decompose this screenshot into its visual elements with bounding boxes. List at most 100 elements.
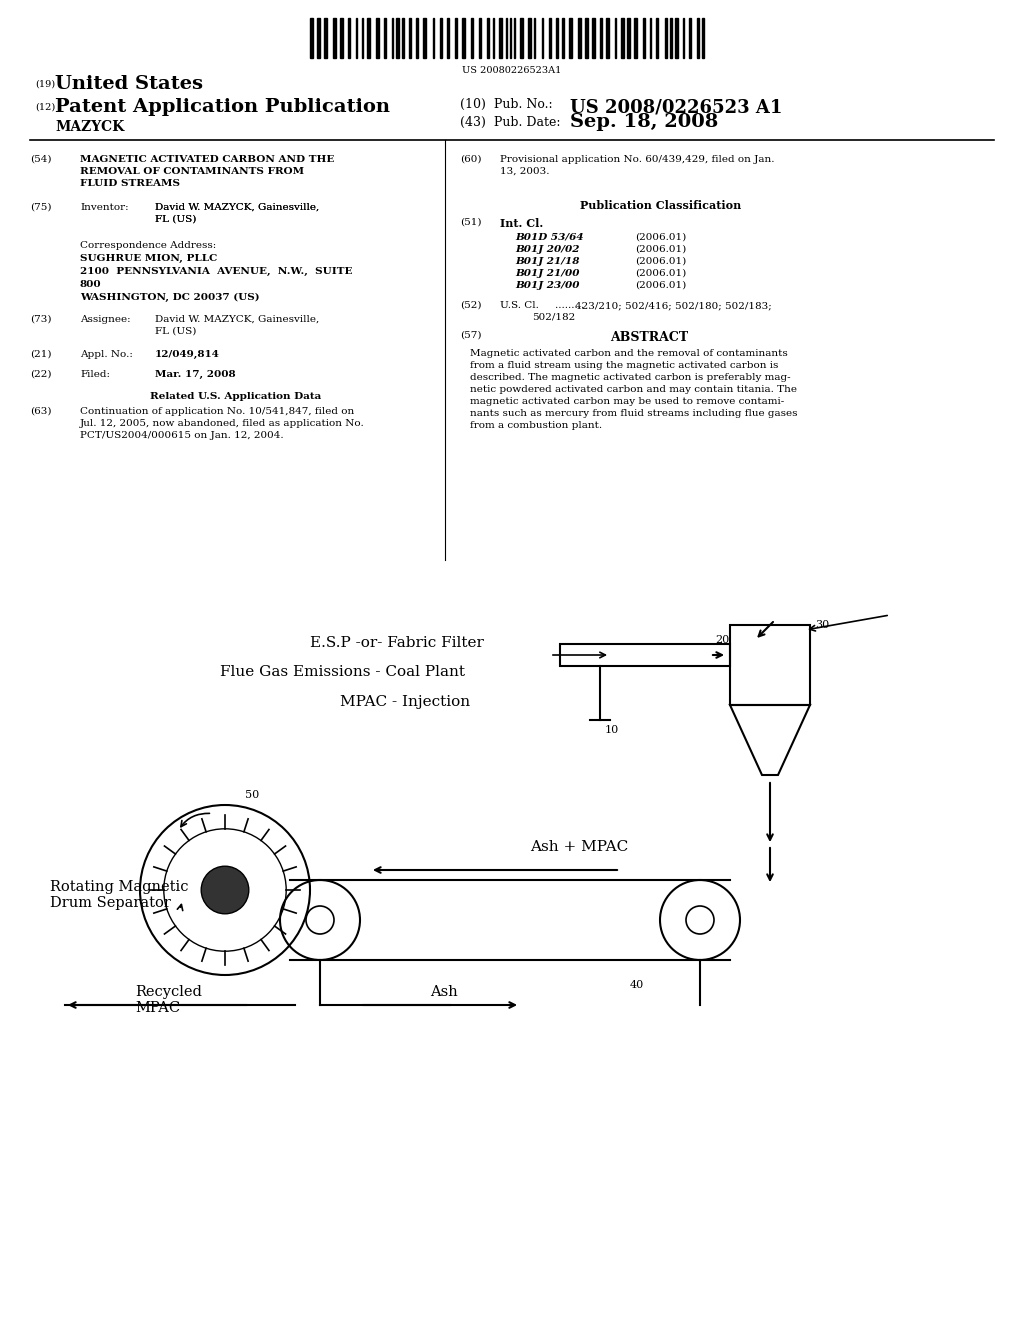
Bar — [675, 18, 678, 58]
Bar — [447, 18, 449, 58]
Bar — [528, 18, 531, 58]
Text: WASHINGTON, DC 20037 (US): WASHINGTON, DC 20037 (US) — [80, 293, 260, 302]
Circle shape — [201, 866, 249, 913]
Text: from a fluid stream using the magnetic activated carbon is: from a fluid stream using the magnetic a… — [470, 360, 778, 370]
Bar — [384, 18, 386, 58]
Text: Jul. 12, 2005, now abandoned, filed as application No.: Jul. 12, 2005, now abandoned, filed as a… — [80, 418, 365, 428]
Bar — [520, 18, 523, 58]
Text: (73): (73) — [30, 315, 51, 323]
Text: B01J 21/18: B01J 21/18 — [515, 257, 580, 267]
Text: Publication Classification: Publication Classification — [580, 201, 741, 211]
Bar — [333, 18, 336, 58]
Text: 50: 50 — [245, 789, 259, 800]
Bar — [556, 18, 558, 58]
Text: nants such as mercury from fluid streams including flue gases: nants such as mercury from fluid streams… — [470, 409, 798, 418]
Text: (60): (60) — [460, 154, 481, 164]
Text: Magnetic activated carbon and the removal of contaminants: Magnetic activated carbon and the remova… — [470, 348, 787, 358]
Bar — [423, 18, 426, 58]
Bar — [730, 624, 810, 705]
Text: B01J 20/02: B01J 20/02 — [515, 246, 580, 253]
Text: PCT/US2004/000615 on Jan. 12, 2004.: PCT/US2004/000615 on Jan. 12, 2004. — [80, 432, 284, 440]
Bar — [479, 18, 481, 58]
Text: 423/210; 502/416; 502/180; 502/183;: 423/210; 502/416; 502/180; 502/183; — [575, 301, 772, 310]
Text: E.S.P -or- Fabric Filter: E.S.P -or- Fabric Filter — [310, 636, 484, 649]
Text: 12/049,814: 12/049,814 — [155, 350, 220, 359]
Bar — [697, 18, 699, 58]
Bar — [549, 18, 551, 58]
Text: (2006.01): (2006.01) — [635, 281, 686, 290]
Bar — [621, 18, 624, 58]
Text: US 20080226523A1: US 20080226523A1 — [462, 66, 562, 75]
Text: (63): (63) — [30, 407, 51, 416]
Text: (2006.01): (2006.01) — [635, 269, 686, 279]
Text: Recycled
MPAC: Recycled MPAC — [135, 985, 202, 1015]
Text: 10: 10 — [605, 725, 620, 735]
Bar — [310, 18, 313, 58]
Text: Sep. 18, 2008: Sep. 18, 2008 — [570, 114, 718, 131]
Bar — [562, 18, 564, 58]
Text: Int. Cl.: Int. Cl. — [500, 218, 544, 228]
Text: SUGHRUE MION, PLLC: SUGHRUE MION, PLLC — [80, 253, 217, 263]
Text: (57): (57) — [460, 331, 481, 341]
Text: United States: United States — [55, 75, 203, 92]
Text: Ash + MPAC: Ash + MPAC — [530, 840, 629, 854]
Text: FLUID STREAMS: FLUID STREAMS — [80, 180, 180, 187]
Bar — [600, 18, 602, 58]
Text: Appl. No.:: Appl. No.: — [80, 350, 133, 359]
Text: magnetic activated carbon may be used to remove contami-: magnetic activated carbon may be used to… — [470, 397, 784, 407]
Text: described. The magnetic activated carbon is preferably mag-: described. The magnetic activated carbon… — [470, 374, 791, 381]
Text: B01J 23/00: B01J 23/00 — [515, 281, 580, 290]
Text: (2006.01): (2006.01) — [635, 234, 686, 242]
Text: (2006.01): (2006.01) — [635, 257, 686, 267]
Bar — [367, 18, 370, 58]
Bar — [409, 18, 411, 58]
Text: MPAC - Injection: MPAC - Injection — [340, 696, 470, 709]
Text: FL (US): FL (US) — [155, 215, 197, 224]
Text: netic powdered activated carbon and may contain titania. The: netic powdered activated carbon and may … — [470, 385, 797, 393]
Text: David W. MAZYCK, Gainesville,: David W. MAZYCK, Gainesville, — [155, 203, 319, 213]
Text: US 2008/0226523 A1: US 2008/0226523 A1 — [570, 98, 782, 116]
Text: 13, 2003.: 13, 2003. — [500, 168, 550, 176]
Bar — [499, 18, 502, 58]
Bar — [324, 18, 327, 58]
Bar — [376, 18, 379, 58]
Text: (52): (52) — [460, 301, 481, 310]
Bar — [585, 18, 588, 58]
Text: 502/182: 502/182 — [531, 313, 575, 322]
Text: 20: 20 — [715, 635, 729, 645]
Text: Continuation of application No. 10/541,847, filed on: Continuation of application No. 10/541,8… — [80, 407, 354, 416]
Bar — [487, 18, 489, 58]
Bar — [689, 18, 691, 58]
Bar — [455, 18, 457, 58]
Bar — [340, 18, 343, 58]
Bar — [634, 18, 637, 58]
Text: (21): (21) — [30, 350, 51, 359]
Text: David W. MAZYCK, Gainesville,: David W. MAZYCK, Gainesville, — [155, 315, 319, 323]
Bar — [396, 18, 399, 58]
Text: (10)  Pub. No.:: (10) Pub. No.: — [460, 98, 553, 111]
Text: FL (US): FL (US) — [155, 327, 197, 337]
Bar — [578, 18, 581, 58]
Text: Rotating Magnetic
Drum Separator: Rotating Magnetic Drum Separator — [50, 880, 188, 911]
Bar — [569, 18, 572, 58]
Text: Filed:: Filed: — [80, 370, 110, 379]
Text: 40: 40 — [630, 979, 644, 990]
Text: 2100  PENNSYLVANIA  AVENUE,  N.W.,  SUITE: 2100 PENNSYLVANIA AVENUE, N.W., SUITE — [80, 267, 352, 276]
Bar — [402, 18, 404, 58]
Text: Flue Gas Emissions - Coal Plant: Flue Gas Emissions - Coal Plant — [220, 665, 465, 678]
Text: FL (US): FL (US) — [155, 215, 197, 224]
Text: MAGNETIC ACTIVATED CARBON AND THE: MAGNETIC ACTIVATED CARBON AND THE — [80, 154, 335, 164]
Text: Mar. 17, 2008: Mar. 17, 2008 — [155, 370, 236, 379]
Bar — [702, 18, 705, 58]
Bar — [606, 18, 609, 58]
Text: (75): (75) — [30, 203, 51, 213]
Bar — [592, 18, 595, 58]
Bar — [462, 18, 465, 58]
Bar — [643, 18, 645, 58]
Text: B01J 21/00: B01J 21/00 — [515, 269, 580, 279]
Bar — [670, 18, 672, 58]
Text: David W. MAZYCK, Gainesville,: David W. MAZYCK, Gainesville, — [155, 203, 319, 213]
Text: B01D 53/64: B01D 53/64 — [515, 234, 584, 242]
Text: (19): (19) — [35, 81, 55, 88]
Text: (12): (12) — [35, 103, 55, 112]
